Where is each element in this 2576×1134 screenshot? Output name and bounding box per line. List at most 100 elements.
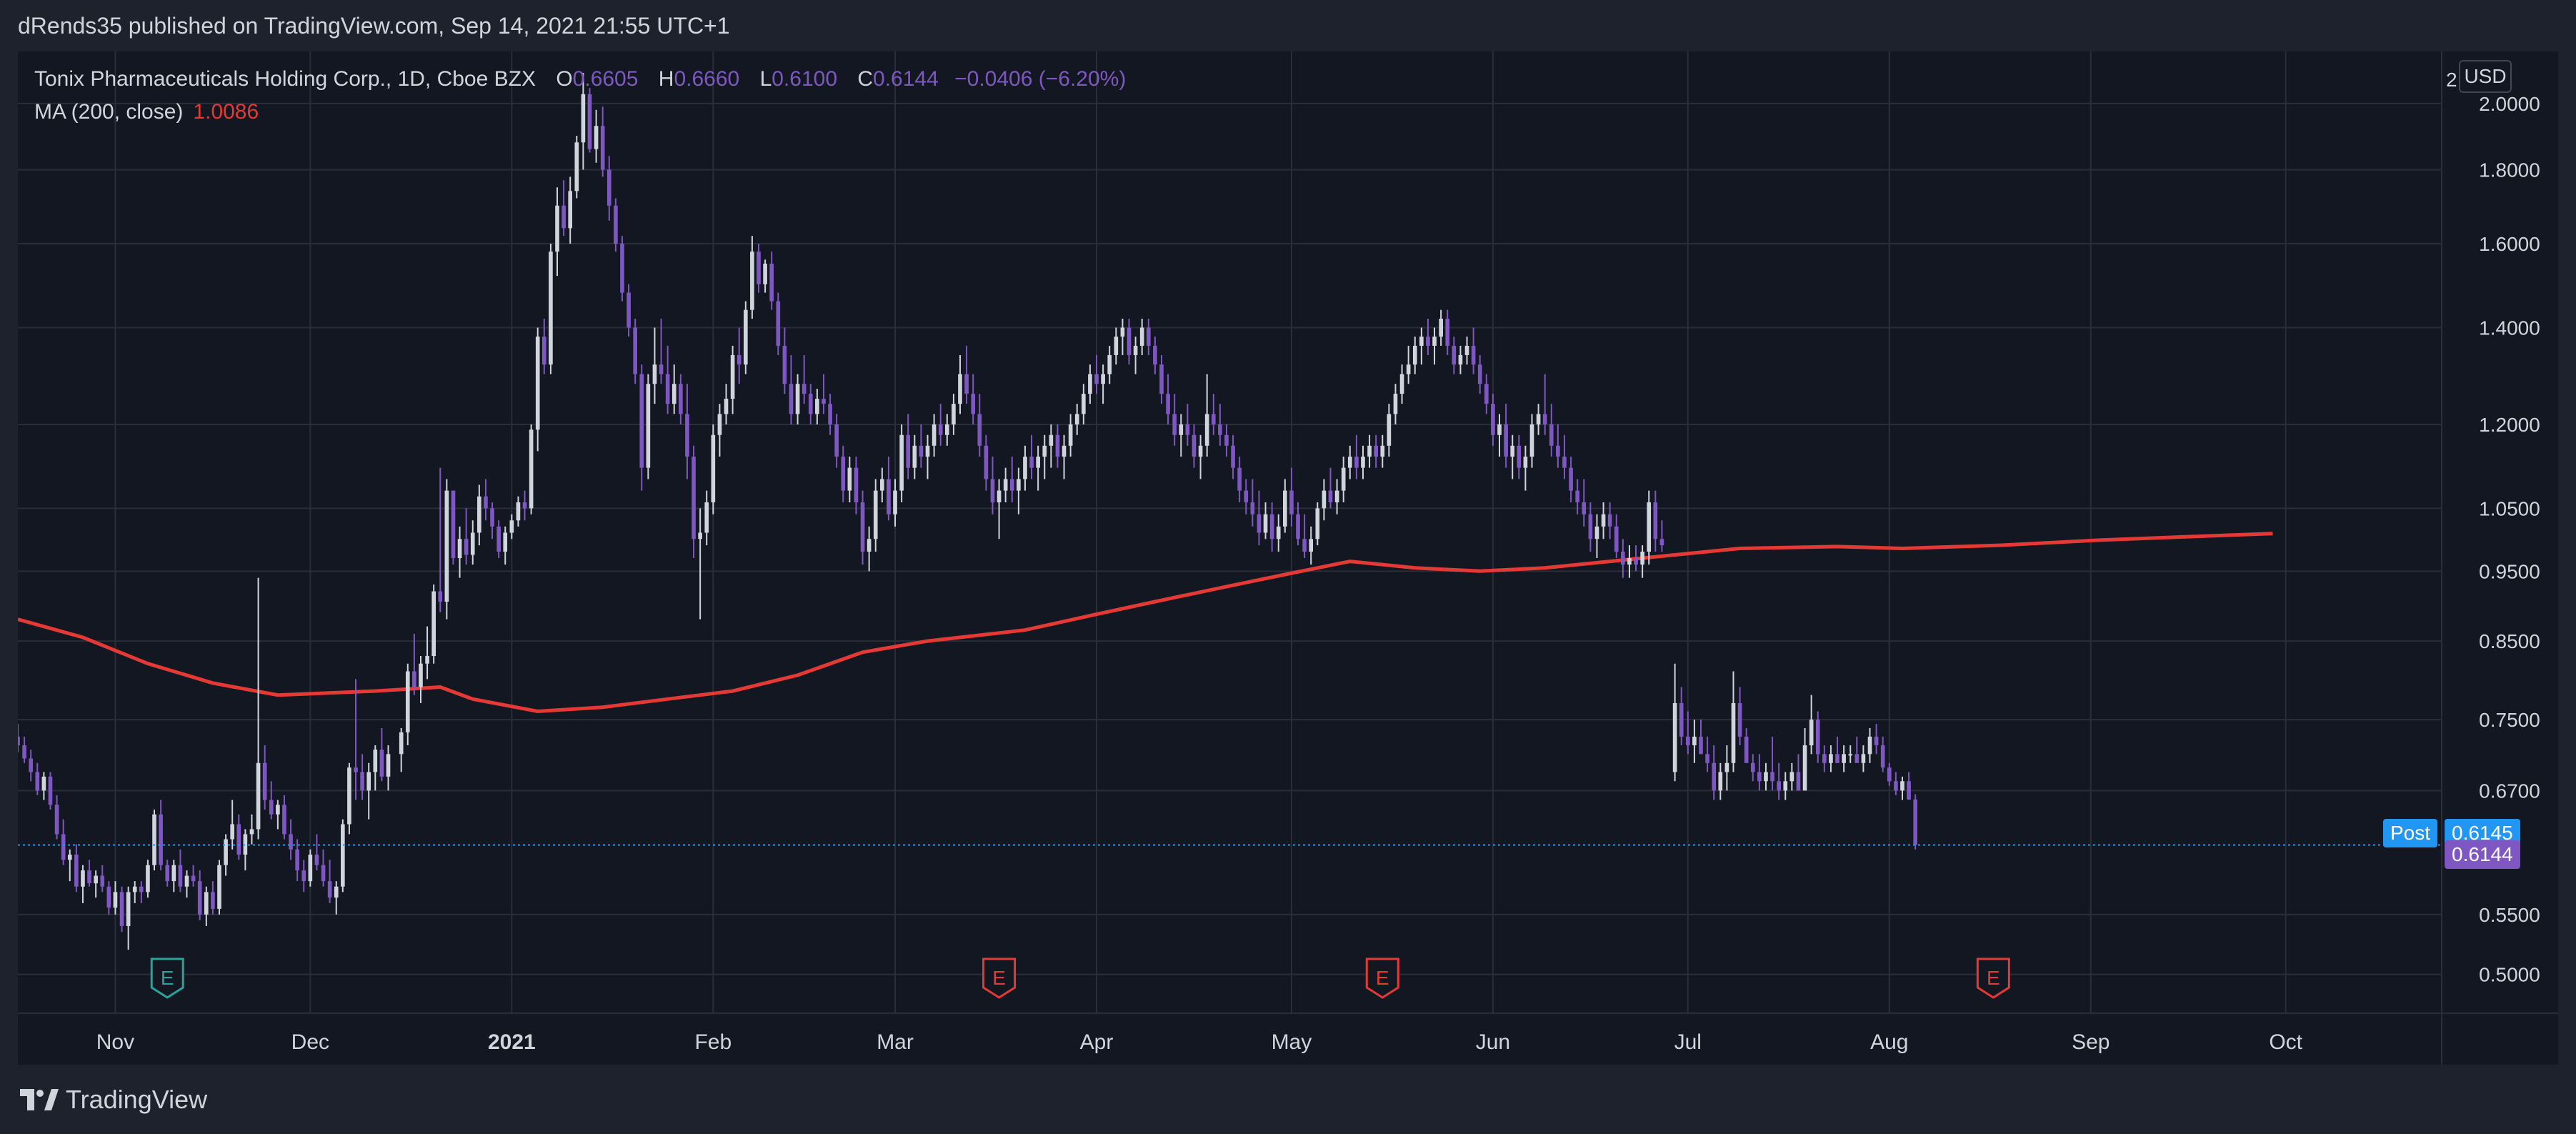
candle (54, 795, 59, 840)
publish-line: dRends35 published on TradingView.com, S… (18, 13, 730, 39)
candle (679, 374, 683, 424)
candle (106, 881, 111, 915)
candle-body (347, 767, 351, 825)
candle (847, 457, 852, 503)
earnings-marker[interactable]: E (150, 958, 184, 999)
candle (152, 809, 156, 871)
candle (614, 198, 618, 252)
candle (717, 404, 722, 457)
candle-body (692, 457, 696, 539)
candle (646, 374, 651, 479)
candle-body (672, 384, 677, 404)
candle-body (1315, 508, 1320, 539)
candle (431, 585, 436, 664)
candle-body (808, 394, 813, 414)
candle (1504, 404, 1508, 468)
candle-body (912, 445, 917, 468)
candle-body (659, 364, 664, 374)
candle-body (1354, 457, 1359, 468)
candle-body (399, 732, 404, 755)
candle (1166, 374, 1170, 424)
candle-body (1146, 327, 1151, 346)
tradingview-brand[interactable]: TradingView (20, 1085, 207, 1115)
chart-pane[interactable]: E E E E 2.0000 1.8000 1.6000 1.4000 1.2000 1.050… (18, 51, 2558, 1065)
candle (1244, 479, 1249, 514)
time-tick-label: Nov (96, 1030, 134, 1054)
candle (477, 484, 481, 546)
candle-body (1204, 414, 1209, 446)
candle (873, 479, 878, 552)
candle (1426, 318, 1430, 355)
candle-body (490, 508, 494, 527)
earnings-marker[interactable]: E (982, 958, 1017, 999)
candle (1361, 445, 1365, 479)
earnings-marker[interactable]: E (1365, 958, 1399, 999)
candle-body (1464, 345, 1469, 355)
candle-body (958, 374, 962, 404)
candle (880, 467, 884, 503)
candle (1894, 772, 1898, 795)
candle-body (1074, 414, 1079, 424)
candle-body (717, 414, 722, 435)
price-axis[interactable]: 2.0000 1.8000 1.6000 1.4000 1.2000 1.0500 0.95… (2479, 93, 2540, 986)
price-chart[interactable]: E E E E 2.0000 1.8000 1.6000 1.4000 1.2000 1.050… (18, 51, 2558, 1065)
price-axis-top-partial: 2 (2446, 69, 2457, 91)
candle-body (626, 292, 631, 328)
candle (795, 374, 800, 424)
change-value: −0.0406 (−6.20%) (954, 67, 1127, 91)
candle-body (1510, 445, 1515, 457)
high-label: H (658, 67, 674, 91)
candle (1510, 434, 1515, 479)
earnings-marker[interactable]: E (1976, 958, 2010, 999)
candle-body (1139, 327, 1144, 346)
candle (581, 73, 586, 170)
candle-body (1484, 384, 1489, 404)
candle-body (1712, 762, 1717, 791)
candle (1789, 762, 1794, 791)
time-axis[interactable]: Nov Dec 2021 Feb Mar Apr May Jun Jul Aug Sep Oct (96, 1030, 2303, 1054)
candle-body (1809, 720, 1814, 746)
candle (1802, 727, 1807, 791)
candle-body (828, 404, 832, 424)
candle-body (541, 337, 546, 365)
candle-body (1529, 424, 1534, 457)
candle (119, 886, 124, 932)
currency-button[interactable]: USD (2459, 60, 2512, 93)
candle-body (1017, 479, 1021, 491)
candle (1842, 745, 1846, 772)
candle-body (944, 424, 949, 435)
candle-body (1536, 414, 1541, 424)
candle-body (496, 526, 501, 552)
candle-body (100, 875, 105, 887)
candle (958, 354, 962, 414)
candle (1101, 364, 1105, 404)
candle (1627, 545, 1632, 578)
candle (1198, 434, 1203, 479)
candle (1588, 502, 1593, 552)
brand-name: TradingView (66, 1085, 208, 1114)
candle-body (1894, 781, 1898, 791)
footer-bar (0, 1065, 2576, 1134)
candle (626, 284, 631, 337)
candle (1835, 736, 1839, 763)
candle-body (737, 354, 742, 365)
candle-body (1439, 318, 1443, 337)
candle (887, 457, 891, 521)
candle-body (230, 824, 235, 840)
candle (360, 754, 364, 800)
candle (178, 849, 183, 892)
candle (600, 106, 605, 177)
candle (1347, 445, 1352, 479)
candle-body (1432, 337, 1437, 346)
candle-body (938, 424, 943, 435)
ma-legend[interactable]: MA (200, close) 1.0086 (34, 100, 259, 124)
candle-body (1231, 445, 1235, 468)
candle (1269, 502, 1274, 552)
price-tick-label: 1.6000 (2479, 233, 2540, 255)
candle (276, 800, 280, 830)
candle (1159, 354, 1164, 404)
candle (1153, 337, 1157, 374)
candle (1062, 434, 1067, 479)
candle-body (1244, 490, 1249, 503)
symbol-legend[interactable]: Tonix Pharmaceuticals Holding Corp., 1D,… (34, 67, 1126, 91)
